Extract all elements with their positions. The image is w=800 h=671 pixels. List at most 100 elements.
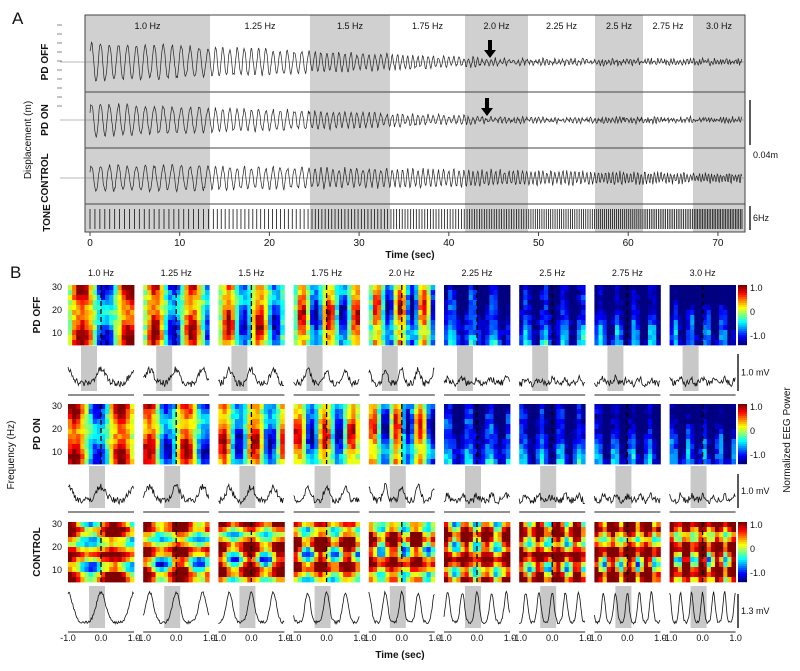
heatmap-cell <box>302 429 307 434</box>
heatmap-cell <box>715 459 720 464</box>
colorbar-cell <box>738 412 747 414</box>
heatmap-cell <box>448 459 453 464</box>
heatmap-cell <box>264 419 269 424</box>
heatmap-cell <box>85 335 90 340</box>
heatmap-cell <box>573 325 578 330</box>
heatmap-cell <box>502 424 507 429</box>
heatmap-cell <box>126 522 131 527</box>
heatmap-cell <box>644 295 649 300</box>
heatmap-cell <box>406 330 411 335</box>
heatmap-cell <box>652 434 657 439</box>
heatmap-cell <box>151 335 156 340</box>
heatmap-cell <box>80 557 85 562</box>
heatmap-cell <box>731 459 736 464</box>
heatmap-cell <box>456 285 461 290</box>
heatmap-cell <box>76 419 81 424</box>
heatmap-cell <box>414 335 419 340</box>
heatmap-cell <box>118 444 123 449</box>
heatmap-cell <box>113 552 118 557</box>
heatmap-cell <box>268 522 273 527</box>
heatmap-cell <box>402 429 407 434</box>
heatmap-cell <box>627 330 632 335</box>
heatmap-cell <box>577 295 582 300</box>
heatmap-cell <box>452 335 457 340</box>
heatmap-cell <box>260 285 265 290</box>
heatmap-cell <box>314 290 319 295</box>
heatmap-cell <box>302 340 307 345</box>
heatmap-cell <box>444 310 449 315</box>
heatmap-cell <box>381 532 386 537</box>
heatmap-cell <box>118 419 123 424</box>
heatmap-cell <box>218 444 223 449</box>
heatmap-cell <box>619 459 624 464</box>
heatmap-cell <box>414 454 419 459</box>
heatmap-cell <box>264 310 269 315</box>
heatmap-cell <box>465 330 470 335</box>
heatmap-cell <box>603 285 608 290</box>
heatmap-cell <box>122 532 127 537</box>
heatmap-cell <box>227 429 232 434</box>
colorbar-tick: 0 <box>750 426 755 436</box>
heatmap-cell <box>406 557 411 562</box>
heatmap-cell <box>656 404 661 409</box>
heatmap-cell <box>164 419 169 424</box>
heatmap-cell <box>731 429 736 434</box>
heatmap-cell <box>389 444 394 449</box>
heatmap-cell <box>147 320 152 325</box>
heatmap-cell <box>105 424 110 429</box>
heatmap-cell <box>686 315 691 320</box>
heatmap-cell <box>143 335 148 340</box>
heatmap-cell <box>723 449 728 454</box>
heatmap-cell <box>690 429 695 434</box>
heatmap-cell <box>118 562 123 567</box>
heatmap-cell <box>674 320 679 325</box>
heatmap-cell <box>201 409 206 414</box>
heatmap-cell <box>481 330 486 335</box>
heatmap-cell <box>544 439 549 444</box>
heatmap-cell <box>68 567 73 572</box>
heatmap-cell <box>89 424 94 429</box>
heatmap-cell <box>197 459 202 464</box>
heatmap-cell <box>223 552 228 557</box>
heatmap-cell <box>109 444 114 449</box>
heatmap-cell <box>727 424 732 429</box>
heatmap-cell <box>615 439 620 444</box>
heatmap-cell <box>160 527 165 532</box>
heatmap-cell <box>569 439 574 444</box>
heatmap-cell <box>105 449 110 454</box>
heatmap-cell <box>536 315 541 320</box>
heatmap-cell <box>422 552 427 557</box>
heatmap-cell <box>351 290 356 295</box>
heatmap-cell <box>231 449 236 454</box>
heatmap-cell <box>427 532 432 537</box>
heatmap-cell <box>176 310 181 315</box>
heatmap-cell <box>394 444 399 449</box>
heatmap-cell <box>560 290 565 295</box>
heatmap-cell <box>402 414 407 419</box>
heatmap-cell <box>72 532 77 537</box>
heatmap-cell <box>105 527 110 532</box>
heatmap-cell <box>310 444 315 449</box>
heatmap-cell <box>489 449 494 454</box>
heatmap-cell <box>540 290 545 295</box>
heatmap-cell <box>314 295 319 300</box>
heatmap-cell <box>218 409 223 414</box>
heatmap-cell <box>577 449 582 454</box>
heatmap-cell <box>168 577 173 582</box>
heatmap-cell <box>640 305 645 310</box>
heatmap-cell <box>385 404 390 409</box>
heatmap-cell <box>76 527 81 532</box>
heatmap-cell <box>636 300 641 305</box>
heatmap-cell <box>456 305 461 310</box>
heatmap-cell <box>731 404 736 409</box>
heatmap-cell <box>347 285 352 290</box>
heatmap-cell <box>615 330 620 335</box>
heatmap-cell <box>373 522 378 527</box>
heatmap-cell <box>201 444 206 449</box>
heatmap-cell <box>540 449 545 454</box>
colorbar-cell <box>738 426 747 428</box>
row-label: PD ON <box>32 418 43 450</box>
heatmap-cell <box>343 424 348 429</box>
heatmap-cell <box>72 572 77 577</box>
heatmap-cell <box>318 434 323 439</box>
